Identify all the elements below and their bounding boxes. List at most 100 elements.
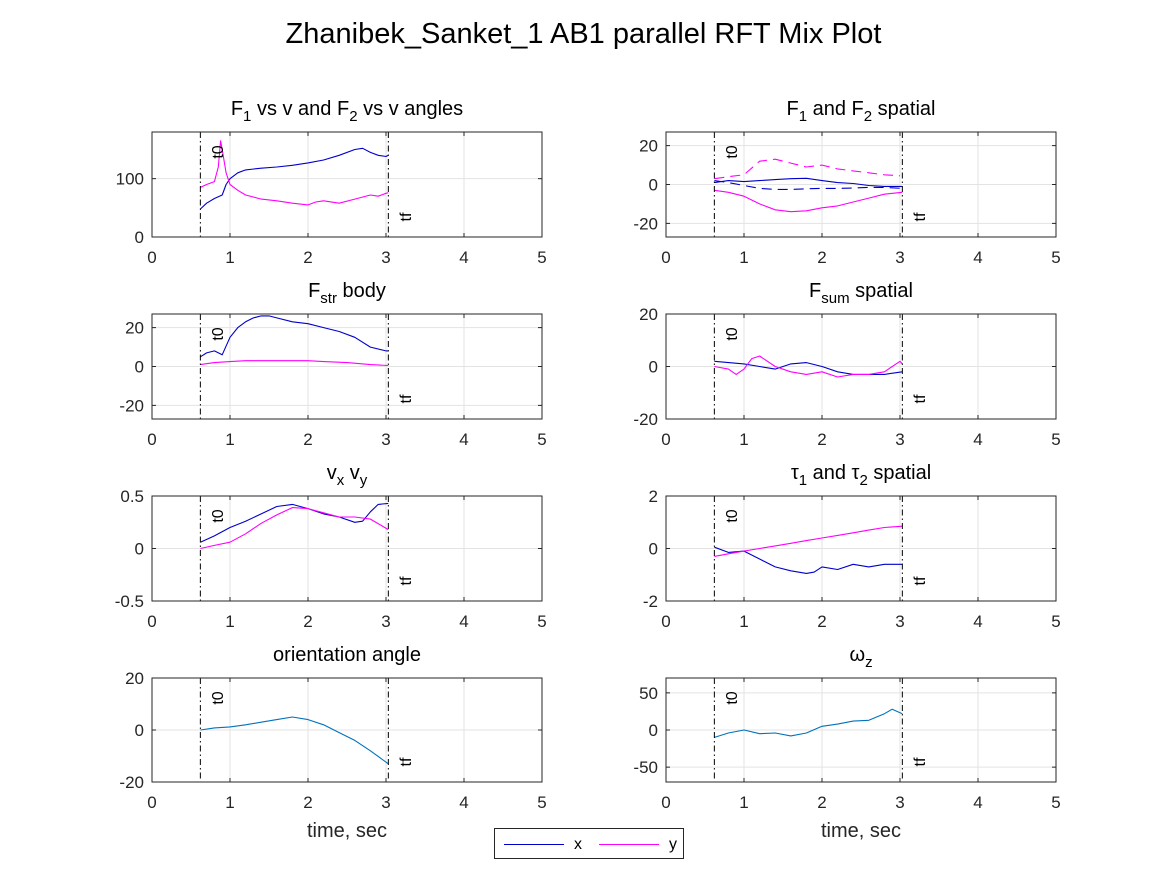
series-line-x-1 [200,147,389,210]
y-tick-label: -20 [633,214,658,233]
x-tick-label: 3 [895,248,904,267]
title-part: v [327,462,337,484]
y-tick-label: 0.5 [120,487,144,506]
marker-label-t0: t0 [210,509,227,522]
x-tick-label: 1 [225,248,234,267]
y-tick-label: 0 [649,721,658,740]
x-tick-label: 1 [225,793,234,812]
figure-title: Zhanibek_Sanket_1 AB1 parallel RFT Mix P… [285,18,882,50]
marker-label-t0: t0 [724,691,741,704]
marker-label-t0: t0 [724,145,741,158]
x-tick-label: 4 [459,612,468,631]
legend-line-x [504,844,564,845]
title-part: body [337,280,386,302]
marker-label-t0: t0 [210,145,227,158]
marker-label-t0: t0 [210,691,227,704]
y-tick-label: -50 [633,758,658,777]
series-line-y-3 [714,189,903,213]
title-part: 1 [799,472,807,489]
x-tick-label: 5 [1051,430,1060,449]
title-part: spatial [868,462,931,484]
x-tick-label: 1 [739,430,748,449]
title-part: 2 [859,472,867,489]
title-part: x [337,472,345,489]
x-tick-label: 1 [739,793,748,812]
y-tick-label: 50 [639,684,658,703]
x-tick-label: 2 [817,793,826,812]
subplot-title: vx vy [327,462,368,489]
series-line-x-1 [714,177,903,187]
y-tick-label: -0.5 [115,592,144,611]
y-tick-label: 20 [639,305,658,324]
title-part: sum [821,290,849,307]
x-tick-label: 4 [459,793,468,812]
subplot-title: Fsum spatial [809,280,913,307]
x-axis-label: time, sec [307,820,387,842]
x-tick-label: 0 [147,248,156,267]
series-line-x-1 [714,360,903,375]
title-part: F [308,280,320,302]
x-tick-label: 1 [225,430,234,449]
x-tick-label: 4 [459,248,468,267]
legend-item-x: x [504,829,582,860]
series-line-y-2 [200,140,389,206]
x-tick-label: 2 [303,248,312,267]
title-part: vs v and F [251,98,349,120]
title-part: F [231,98,243,120]
title-part: 2 [864,108,872,125]
title-part: F [809,280,821,302]
x-tick-label: 1 [739,612,748,631]
x-tick-label: 5 [1051,612,1060,631]
subplot-title: Fstr body [308,280,386,307]
x-tick-label: 2 [817,612,826,631]
title-part: spatial [850,280,913,302]
title-part: F [787,98,799,120]
title-part: orientation angle [273,644,421,666]
x-tick-label: 4 [973,248,982,267]
x-tick-label: 0 [147,612,156,631]
x-tick-label: 2 [303,430,312,449]
x-tick-label: 0 [147,430,156,449]
title-part: str [320,290,337,307]
series-line-y-2 [714,355,903,378]
x-tick-label: 0 [147,793,156,812]
x-tick-label: 5 [537,793,546,812]
subplot-title: F1 and F2 spatial [787,98,936,125]
legend-label-y: y [669,835,677,853]
y-tick-label: -20 [119,396,144,415]
x-tick-label: 2 [817,430,826,449]
subplot-title: τ1 and τ2 spatial [791,462,931,489]
title-part: τ [791,462,799,484]
marker-label-tf: tf [398,757,415,766]
x-tick-label: 0 [661,612,670,631]
x-tick-label: 3 [895,793,904,812]
x-axis-label: time, sec [821,820,901,842]
y-tick-label: 0 [135,721,144,740]
axes-box [151,131,543,238]
marker-label-tf: tf [912,757,929,766]
series-line-omega-1 [714,708,903,738]
y-tick-label: 0 [135,358,144,377]
title-part: v [344,462,360,484]
legend[interactable]: x y [494,828,684,859]
marker-label-tf: tf [912,212,929,221]
title-part: 1 [243,108,251,125]
series-line-y-2 [200,360,389,367]
x-tick-label: 3 [381,248,390,267]
x-tick-label: 3 [895,612,904,631]
subplot-title: ωz [849,644,872,671]
series-line-y-4 [714,158,901,180]
subplot-title: F1 vs v and F2 vs v angles [231,98,463,125]
title-part: and [807,462,851,484]
x-tick-label: 1 [739,248,748,267]
series-line-y-2 [714,525,903,557]
marker-label-tf: tf [912,394,929,403]
series-line-y-2 [200,507,389,550]
x-tick-label: 2 [817,248,826,267]
